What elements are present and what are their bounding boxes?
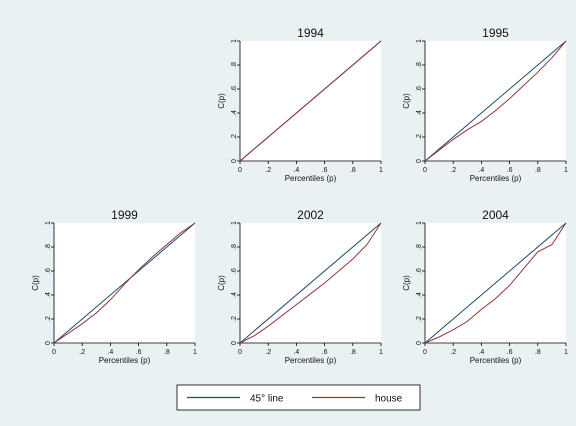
y-tick-label: .2	[416, 316, 423, 322]
x-tick-label: .2	[450, 167, 456, 174]
y-tick-label: .4	[416, 292, 423, 298]
y-tick-label: .8	[231, 62, 238, 68]
y-tick-label: 1	[231, 221, 238, 225]
panel-title-band	[425, 208, 566, 223]
x-tick-label: .8	[350, 349, 356, 356]
panel-1999: 1999 0 .2 .4 .6 .8 1 0 .2 .4 .6 .8 1 Percentiles (p) C…	[31, 208, 197, 365]
y-tick-label: .6	[45, 268, 52, 274]
y-tick-label: .6	[231, 86, 238, 92]
house-line	[424, 40, 567, 162]
legend-label: 45° line	[250, 394, 284, 405]
panel-title: 2002	[297, 208, 324, 222]
y-tick-label: 0	[231, 159, 238, 163]
x-tick-label: .6	[322, 349, 328, 356]
x-tick-label: .8	[164, 349, 170, 356]
x-tick-label: .6	[507, 349, 513, 356]
y-tick-label: 0	[45, 341, 52, 345]
x-tick-label: 0	[423, 349, 427, 356]
x-tick-label: 1	[564, 167, 568, 174]
panel-title: 1999	[111, 208, 138, 222]
x-tick-label: 0	[423, 167, 427, 174]
x-axis-label: Percentiles (p)	[285, 356, 337, 365]
panel-title: 1995	[482, 26, 509, 40]
panel-title: 2004	[482, 208, 509, 222]
panel-title: 1994	[297, 26, 324, 40]
y-axis-label: C(p)	[402, 275, 411, 291]
y-tick-label: .4	[231, 292, 238, 298]
x-tick-label: .6	[322, 167, 328, 174]
x-axis-label: Percentiles (p)	[99, 356, 151, 365]
x-axis-label: Percentiles (p)	[470, 174, 522, 183]
x-axis-label: Percentiles (p)	[470, 356, 522, 365]
panel-2002: 2002 0 .2 .4 .6 .8 1 0 .2 .4 .6 .8 1 Percentiles (p) C…	[217, 208, 383, 365]
y-tick-label: .8	[416, 62, 423, 68]
y-tick-label: 1	[416, 221, 423, 225]
y-tick-label: 1	[416, 39, 423, 43]
x-tick-label: 0	[238, 349, 242, 356]
y-tick-label: 1	[231, 39, 238, 43]
y-tick-label: 0	[416, 341, 423, 345]
legend: 45° line house	[176, 384, 421, 411]
y-tick-label: .4	[45, 292, 52, 298]
x-tick-label: .2	[79, 349, 85, 356]
x-tick-label: 1	[193, 349, 197, 356]
x-tick-label: .8	[535, 167, 541, 174]
y-tick-label: .4	[416, 110, 423, 116]
x-tick-label: .2	[450, 349, 456, 356]
panel-title-band	[240, 26, 381, 41]
y-tick-label: .2	[45, 316, 52, 322]
diagonal-line	[239, 222, 382, 344]
diagonal-line	[424, 222, 567, 344]
y-tick-label: .4	[231, 110, 238, 116]
house-line	[53, 222, 196, 344]
x-tick-label: .4	[478, 167, 484, 174]
y-tick-label: .6	[416, 86, 423, 92]
y-tick-label: .6	[416, 268, 423, 274]
x-tick-label: 1	[379, 167, 383, 174]
y-tick-label: .8	[231, 244, 238, 250]
x-tick-label: 1	[564, 349, 568, 356]
y-tick-label: 0	[231, 341, 238, 345]
y-axis-label: C(p)	[217, 93, 226, 109]
y-tick-label: 0	[416, 159, 423, 163]
x-tick-label: .4	[107, 349, 113, 356]
y-tick-label: .8	[45, 244, 52, 250]
y-tick-label: .6	[231, 268, 238, 274]
panel-1995: 1995 0 .2 .4 .6 .8 1 0 .2 .4 .6 .8 1 Percentiles (p) C…	[402, 26, 568, 183]
x-tick-label: .8	[350, 167, 356, 174]
x-tick-label: .2	[265, 349, 271, 356]
x-tick-label: 0	[238, 167, 242, 174]
y-tick-label: .2	[231, 134, 238, 140]
y-axis-label: C(p)	[402, 93, 411, 109]
x-tick-label: .6	[136, 349, 142, 356]
x-tick-label: .2	[265, 167, 271, 174]
house-line	[424, 222, 567, 344]
diagonal-line	[424, 40, 567, 162]
x-tick-label: .8	[535, 349, 541, 356]
x-axis-label: Percentiles (p)	[285, 174, 337, 183]
x-tick-label: 0	[52, 349, 56, 356]
diagonal-line	[53, 222, 196, 344]
legend-label: house	[375, 394, 403, 405]
panel-title-band	[425, 26, 566, 41]
panel-title-band	[54, 208, 195, 223]
y-axis-label: C(p)	[217, 275, 226, 291]
x-tick-label: .4	[293, 349, 299, 356]
x-tick-label: 1	[379, 349, 383, 356]
x-tick-label: .4	[293, 167, 299, 174]
house-line	[239, 40, 382, 162]
x-tick-label: .6	[507, 167, 513, 174]
y-axis-label: C(p)	[31, 275, 40, 291]
panel-2004: 2004 0 .2 .4 .6 .8 1 0 .2 .4 .6 .8 1 Percentiles (p) C…	[402, 208, 568, 365]
panel-title-band	[240, 208, 381, 223]
y-tick-label: .2	[416, 134, 423, 140]
panel-1994: 1994 0 .2 .4 .6 .8 1 0 .2 .4 .6 .8 1 Percentiles (p) C…	[217, 26, 383, 183]
y-tick-label: .2	[231, 316, 238, 322]
y-tick-label: 1	[45, 221, 52, 225]
x-tick-label: .4	[478, 349, 484, 356]
house-line	[239, 222, 382, 344]
y-tick-label: .8	[416, 244, 423, 250]
